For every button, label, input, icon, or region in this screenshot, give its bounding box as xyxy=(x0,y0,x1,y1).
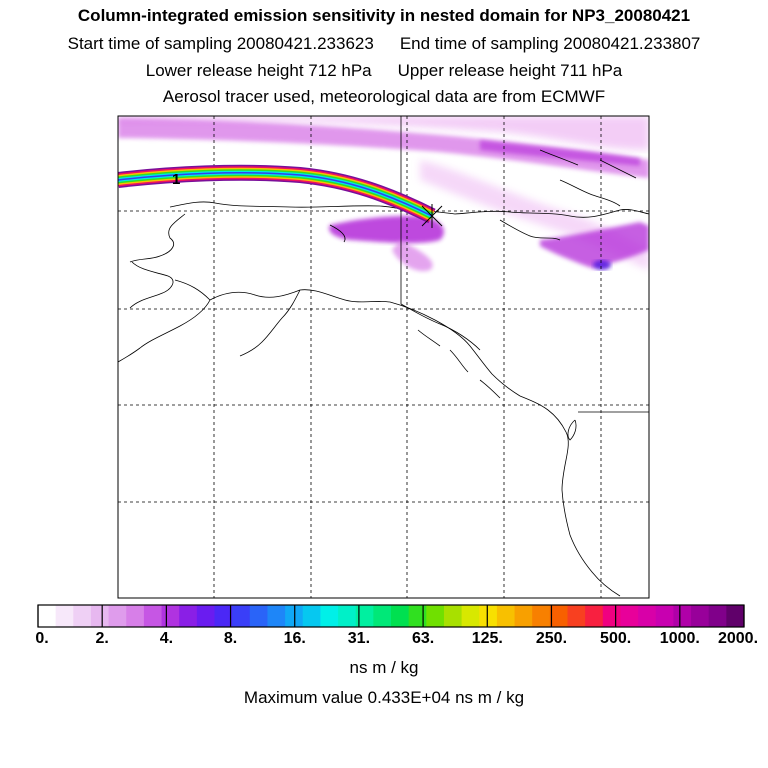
map-panel: 1 xyxy=(117,115,650,599)
upper-release-label: Upper release height 711 hPa xyxy=(397,61,623,80)
colorbar-cell xyxy=(196,605,215,627)
colorbar-cell xyxy=(38,605,57,627)
lower-release-label: Lower release height 712 hPa xyxy=(145,61,372,80)
colorbar-cell xyxy=(143,605,163,627)
sensitivity-plume xyxy=(118,116,649,272)
colorbar-cell xyxy=(726,605,745,627)
colorbar-tick-label: 8. xyxy=(223,630,238,647)
colorbar-cell xyxy=(126,605,145,627)
colorbar-cell xyxy=(373,605,392,627)
colorbar-cell xyxy=(338,605,357,627)
colorbar-cell xyxy=(532,605,551,627)
colorbar-cell xyxy=(514,605,533,627)
coastlines xyxy=(118,149,649,597)
colorbar-cell xyxy=(655,605,674,627)
colorbar-cell xyxy=(73,605,92,627)
colorbar-cell xyxy=(214,605,233,627)
tracer-info-line: Aerosol tracer used, meteorological data… xyxy=(162,87,606,106)
colorbar-cell xyxy=(179,605,198,627)
colorbar-cell xyxy=(408,605,427,627)
colorbar-tick-label: 0. xyxy=(35,630,49,647)
colorbar-tick-label: 31. xyxy=(347,630,371,647)
colorbar-cell xyxy=(461,605,480,627)
colorbar-cell xyxy=(267,605,286,627)
colorbar-tick-label: 4. xyxy=(159,630,174,647)
colorbar-cells xyxy=(38,605,745,627)
colorbar-tick-label: 250. xyxy=(535,630,568,647)
sampling-time-row: Start time of sampling 20080421.233623 En… xyxy=(0,34,768,54)
colorbar-cell xyxy=(479,605,498,627)
colorbar xyxy=(37,604,745,628)
colorbar-tick-label: 500. xyxy=(600,630,632,647)
colorbar-cell xyxy=(249,605,268,627)
trajectory-label: 1 xyxy=(172,171,180,188)
map-frame xyxy=(117,115,650,599)
colorbar-cell xyxy=(673,605,692,627)
colorbar-cell xyxy=(55,605,74,627)
release-point-marker xyxy=(421,204,443,228)
colorbar-frame xyxy=(37,604,745,628)
colorbar-cell xyxy=(391,605,410,627)
colorbar-cell xyxy=(585,605,604,627)
colorbar-cell xyxy=(355,605,374,627)
colorbar-cell xyxy=(638,605,657,627)
colorbar-tick-label: 125. xyxy=(471,630,503,647)
colorbar-cell xyxy=(320,605,339,627)
colorbar-cell xyxy=(496,605,516,627)
colorbar-cell xyxy=(708,605,727,627)
maximum-value-label: Maximum value 0.433E+04 ns m / kg xyxy=(243,688,525,707)
colorbar-cell xyxy=(602,605,621,627)
colorbar-cell xyxy=(549,605,568,627)
start-time-label: Start time of sampling 20080421.233623 xyxy=(67,34,374,53)
colorbar-cell xyxy=(108,605,127,627)
colorbar-cell xyxy=(691,605,710,627)
colorbar-cell xyxy=(90,605,110,627)
colorbar-cell xyxy=(443,605,463,627)
colorbar-tick-label: 63. xyxy=(411,630,435,647)
colorbar-tick-label: 16. xyxy=(283,630,306,647)
end-time-label: End time of sampling 20080421.233807 xyxy=(399,34,701,53)
colorbar-cell xyxy=(567,605,586,627)
colorbar-tick-label: 1000. xyxy=(659,630,700,647)
release-height-row: Lower release height 712 hPa Upper releas… xyxy=(0,61,768,81)
colorbar-cell xyxy=(620,605,639,627)
colorbar-cell xyxy=(302,605,321,627)
trajectory-ribbon xyxy=(118,164,436,224)
plot-title: Column-integrated emission sensitivity i… xyxy=(77,6,691,25)
colorbar-units: ns m / kg xyxy=(349,658,419,677)
colorbar-cell xyxy=(426,605,445,627)
colorbar-tick-label: 2000. xyxy=(717,630,759,647)
colorbar-cell xyxy=(232,605,251,627)
colorbar-tick-label: 2. xyxy=(95,630,109,647)
colorbar-cell xyxy=(161,605,180,627)
